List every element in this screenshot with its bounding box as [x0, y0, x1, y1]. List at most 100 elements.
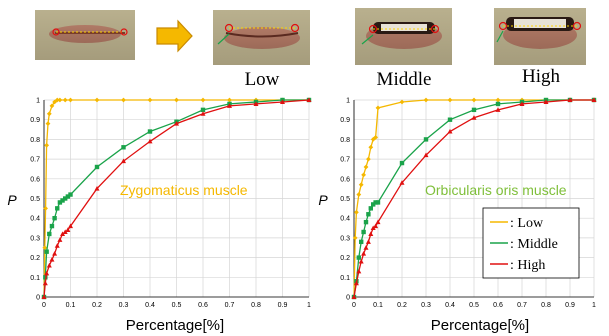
y-tick-label: 0.6	[30, 176, 40, 183]
data-point-middle	[366, 212, 371, 217]
x-tick-label: 1	[592, 302, 596, 309]
x-tick-label: 0.8	[541, 302, 551, 309]
data-point-low	[471, 97, 477, 103]
data-point-high	[591, 97, 597, 102]
y-tick-label: 0.1	[30, 275, 40, 282]
legend-label-middle: : Middle	[510, 237, 558, 252]
data-point-low	[54, 97, 60, 103]
data-point-high	[375, 219, 381, 225]
annotation-zygomaticus: Zygomaticus muscle	[120, 182, 248, 198]
x-tick-label: 0.2	[92, 302, 102, 309]
chart-legend: : Low : Middle : High	[482, 207, 580, 279]
data-point-middle	[60, 198, 65, 203]
data-point-middle	[368, 206, 373, 211]
data-point-middle	[55, 206, 60, 211]
data-point-high	[147, 138, 153, 144]
data-point-high	[399, 180, 405, 185]
x-tick-label: 0.7	[225, 302, 235, 309]
data-point-high	[368, 231, 374, 236]
y-tick-label: 0.9	[30, 117, 40, 124]
caption-high: High	[522, 66, 561, 87]
data-point-high	[353, 280, 359, 286]
data-point-low	[447, 97, 453, 103]
x-tick-label: 0.1	[66, 302, 76, 309]
y-tick-label: 0.4	[30, 216, 40, 223]
y-tick-label: 0.5	[340, 196, 350, 203]
x-tick-label: 0.6	[198, 302, 208, 309]
chart-grid	[43, 99, 310, 298]
y-tick-label: 0.1	[340, 275, 350, 282]
data-point-high	[121, 158, 126, 164]
data-point-low	[375, 105, 381, 111]
data-point-middle	[423, 137, 429, 142]
data-point-high	[42, 280, 48, 286]
data-point-high	[62, 229, 68, 234]
data-point-low	[42, 245, 48, 251]
data-point-low	[423, 97, 429, 103]
data-point-high	[356, 268, 362, 274]
mouth-photo-middle	[355, 8, 452, 65]
data-point-low	[200, 97, 206, 103]
x-tick-label: 0.8	[251, 302, 261, 309]
y-tick-labels: 0 0.1 0.2 0.3 0.4 0.5 0.6 0.7 0.8 0.9 1	[30, 98, 40, 302]
data-point-low	[363, 164, 369, 170]
data-point-low	[352, 235, 358, 241]
chart-axes	[353, 100, 594, 298]
y-axis-label: P	[7, 192, 17, 208]
data-point-low	[94, 97, 100, 103]
data-point-middle	[447, 117, 453, 122]
data-point-middle	[375, 200, 381, 205]
data-point-middle	[65, 194, 71, 199]
data-point-high	[174, 121, 179, 126]
data-point-middle	[52, 216, 57, 221]
data-point-high	[60, 231, 66, 236]
data-point-middle	[495, 101, 501, 107]
x-tick-label: 0.5	[172, 302, 182, 309]
data-point-middle	[399, 160, 405, 166]
y-tick-label: 1	[36, 98, 40, 105]
x-tick-label: 0.7	[517, 302, 527, 309]
x-tick-label: 0.4	[445, 302, 455, 309]
data-point-low	[147, 97, 153, 103]
x-axis-label: Percentage[%]	[126, 317, 224, 334]
data-point-low	[399, 99, 405, 105]
chart-orbicularis: 0 0.1 0.2 0.3 0.4 0.5 0.6 0.7 0.8 0.9 1 0 0.1 0.2 0.3…	[318, 97, 597, 334]
data-point-high	[567, 97, 573, 102]
x-axis-label: Percentage[%]	[431, 317, 529, 334]
data-point-middle	[49, 223, 55, 229]
legend-label-high: : High	[510, 258, 545, 273]
data-point-high	[46, 262, 52, 268]
data-point-low	[227, 97, 232, 103]
data-point-middle	[371, 202, 376, 207]
data-point-high	[358, 258, 364, 264]
arrow-right-icon	[156, 19, 193, 53]
data-point-high	[68, 223, 73, 229]
y-tick-label: 0.4	[340, 216, 350, 223]
data-point-low	[62, 97, 68, 103]
data-point-low	[358, 182, 364, 188]
x-tick-label: 0.9	[278, 302, 288, 309]
y-axis-label: P	[318, 192, 328, 208]
data-point-low	[361, 172, 366, 178]
data-point-low	[45, 121, 51, 127]
data-point-low	[366, 156, 371, 162]
y-tick-label: 0.3	[30, 235, 40, 242]
data-point-high	[94, 186, 100, 191]
data-point-middle	[373, 200, 378, 205]
y-tick-label: 1	[346, 98, 350, 105]
x-tick-label: 0.1	[373, 302, 383, 309]
x-tick-label: 0.6	[493, 302, 503, 309]
data-point-high	[200, 111, 206, 116]
data-point-low	[57, 97, 63, 103]
data-point-low	[121, 97, 126, 103]
data-point-high	[54, 243, 60, 248]
data-point-high	[543, 99, 549, 104]
data-point-low	[44, 142, 50, 148]
data-point-low	[354, 209, 359, 215]
data-point-middle	[63, 196, 68, 201]
data-point-high	[57, 237, 63, 242]
y-tick-label: 0.8	[340, 137, 350, 144]
data-point-high	[373, 223, 379, 229]
data-point-high	[280, 99, 285, 104]
